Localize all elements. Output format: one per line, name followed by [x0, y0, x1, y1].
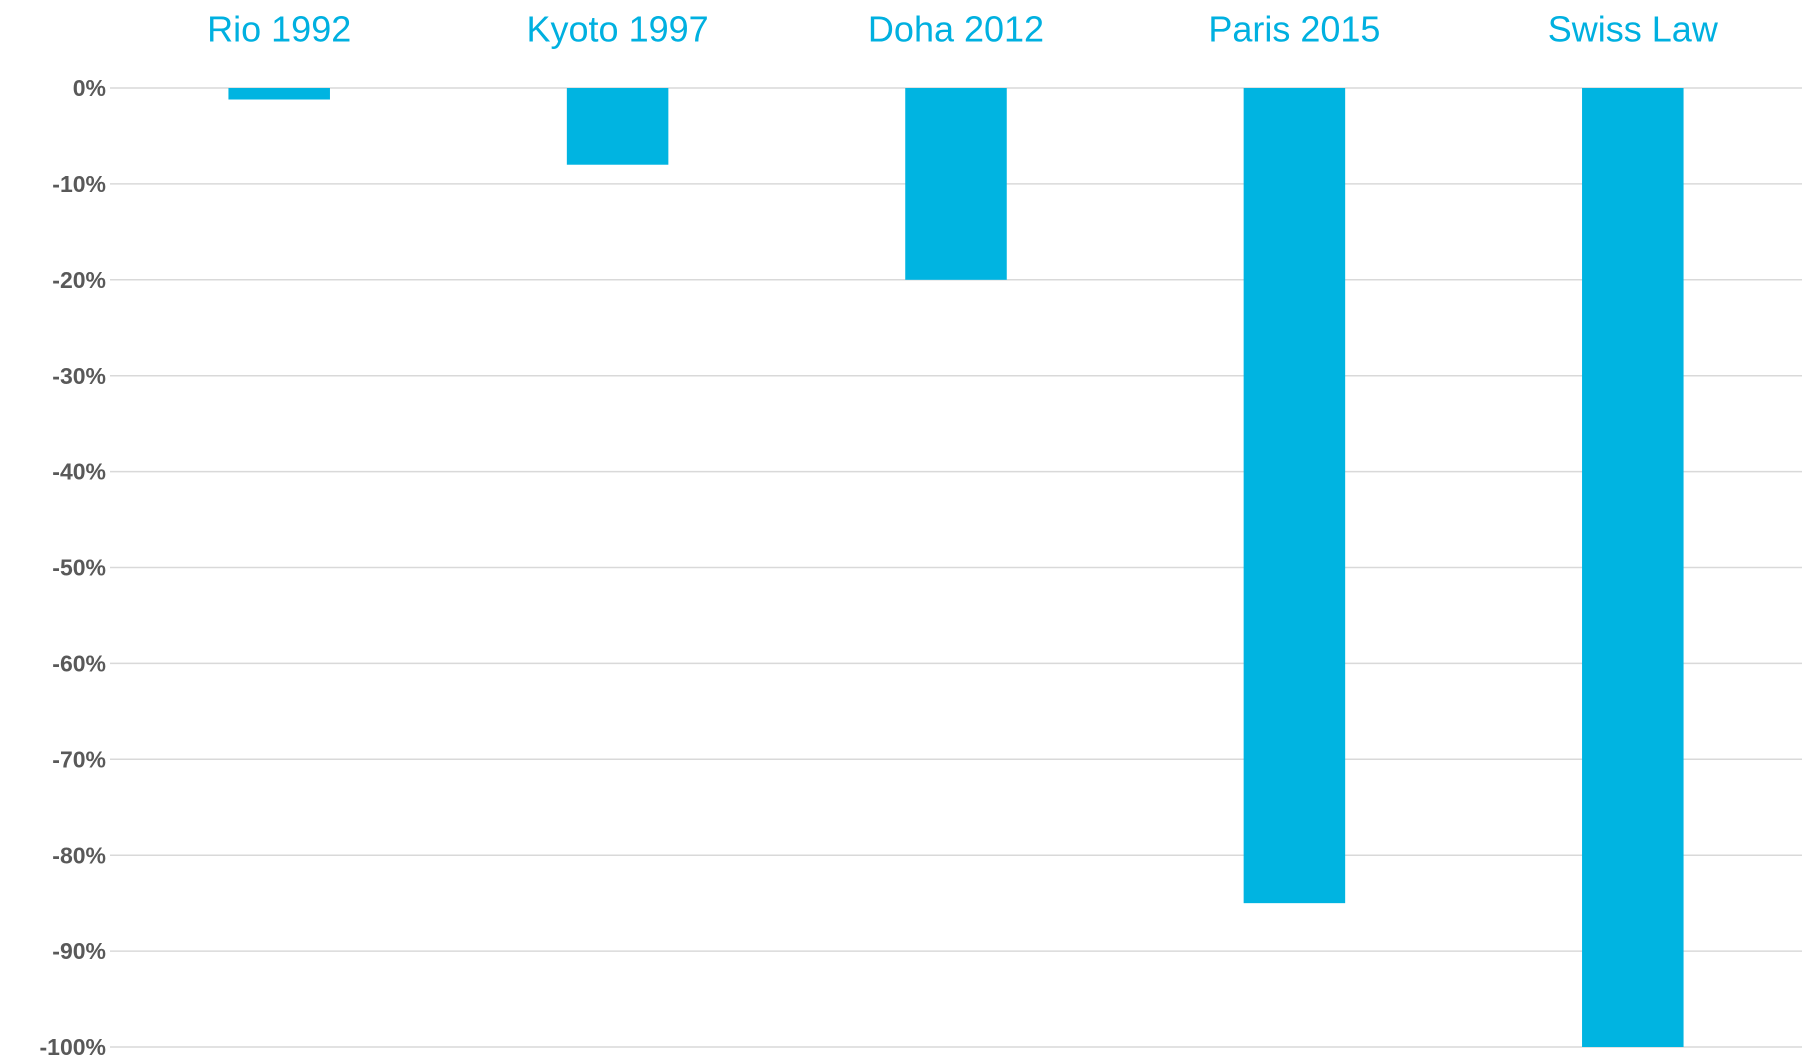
y-tick-label: -100%	[40, 1034, 106, 1060]
y-tick-label: 0%	[73, 75, 106, 101]
bar	[228, 88, 330, 100]
bar	[566, 88, 669, 165]
y-tick-label: -50%	[52, 555, 106, 581]
y-tick-label: -80%	[52, 842, 106, 868]
y-tick-label: -40%	[52, 459, 106, 485]
category-label: Rio 1992	[207, 9, 351, 50]
y-tick-label: -20%	[52, 267, 106, 293]
y-tick-label: -60%	[52, 650, 106, 676]
bar	[1243, 88, 1346, 904]
category-label: Paris 2015	[1208, 9, 1380, 50]
category-label: Kyoto 1997	[527, 9, 709, 50]
category-label: Doha 2012	[868, 9, 1044, 50]
y-tick-label: -10%	[52, 171, 106, 197]
category-label: Swiss Law	[1548, 9, 1719, 50]
y-tick-label: -90%	[52, 938, 106, 964]
bar	[1582, 88, 1684, 1047]
y-tick-label: -70%	[52, 746, 106, 772]
y-tick-label: -30%	[52, 363, 106, 389]
bar	[905, 88, 1007, 280]
